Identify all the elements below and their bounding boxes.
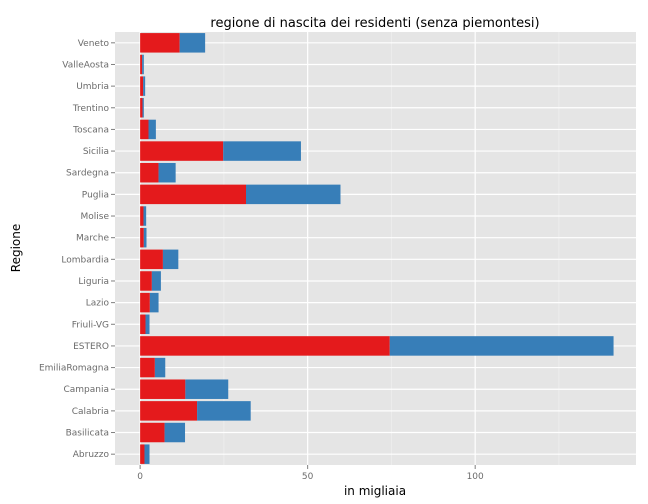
bar-segment-series-1 xyxy=(140,162,159,183)
y-tick-label: Umbria xyxy=(76,82,109,92)
bar-segment-series-2 xyxy=(145,314,150,335)
bar-segment-series-1 xyxy=(140,98,143,118)
y-tick-label: Campania xyxy=(63,385,109,395)
y-tick-label: Marche xyxy=(76,234,109,244)
y-tick-label: Molise xyxy=(81,212,110,222)
y-axis-title: Regione xyxy=(9,224,23,272)
bar-segment-series-2 xyxy=(143,206,147,226)
bar-segment-series-1 xyxy=(140,184,247,205)
tick-layer: 0 50 100 Veneto ValleAosta Umbria Trentino Tosc… xyxy=(39,39,484,482)
bar-segment-series-1 xyxy=(140,206,144,226)
bar-segment-series-2 xyxy=(149,292,159,313)
bar-segment-series-2 xyxy=(164,422,186,443)
y-tick-label: Basilicata xyxy=(66,429,109,439)
plot-panel xyxy=(115,32,636,465)
bar-segment-series-2 xyxy=(142,54,144,75)
y-tick-label: Puglia xyxy=(82,190,109,200)
bar-segment-series-1 xyxy=(140,227,144,248)
y-tick-label: Calabria xyxy=(72,407,109,417)
bar-segment-series-1 xyxy=(140,379,186,399)
y-tick-label: Abruzzo xyxy=(73,450,110,460)
bar-segment-series-1 xyxy=(140,119,149,140)
y-tick-label: Lazio xyxy=(86,299,110,309)
bar-segment-series-1 xyxy=(140,314,146,335)
bar-segment-series-2 xyxy=(179,33,206,53)
bar-segment-series-1 xyxy=(140,249,163,270)
bar-segment-series-1 xyxy=(140,76,144,96)
x-tick-label: 50 xyxy=(302,472,314,482)
bar-segment-series-1 xyxy=(140,336,390,356)
bar-segment-series-1 xyxy=(140,444,145,464)
bar-segment-series-1 xyxy=(140,33,180,53)
bar-segment-series-1 xyxy=(140,292,150,313)
bar-segment-series-2 xyxy=(143,227,147,248)
y-tick-label: Friuli-VG xyxy=(72,320,109,330)
bar-segment-series-2 xyxy=(158,162,176,183)
bar-segment-series-1 xyxy=(140,271,152,291)
bar-segment-series-1 xyxy=(140,401,198,421)
bar-segment-series-2 xyxy=(246,184,341,205)
bar-segment-series-2 xyxy=(142,98,144,118)
bar-segment-series-1 xyxy=(140,54,143,75)
y-tick-label: Trentino xyxy=(72,104,110,114)
y-tick-label: Toscana xyxy=(72,125,109,135)
bar-segment-series-2 xyxy=(197,401,251,421)
bar-layer xyxy=(140,33,614,464)
bar-segment-series-2 xyxy=(389,336,614,356)
y-tick-label: Liguria xyxy=(78,277,109,287)
y-tick-label: ESTERO xyxy=(73,342,109,352)
bar-segment-series-2 xyxy=(143,76,146,96)
bar-segment-series-2 xyxy=(162,249,179,270)
bar-segment-series-1 xyxy=(140,357,155,378)
y-tick-label: Lombardia xyxy=(61,255,109,265)
bar-segment-series-2 xyxy=(151,271,161,291)
bar-segment-series-2 xyxy=(185,379,229,399)
bar-segment-series-1 xyxy=(140,141,224,161)
bar-segment-series-2 xyxy=(223,141,301,161)
chart-title: regione di nascita dei residenti (senza … xyxy=(210,16,539,31)
y-tick-label: EmiliaRomagna xyxy=(39,364,109,374)
x-axis-title: in migliaia xyxy=(344,484,406,498)
bar-segment-series-1 xyxy=(140,422,165,443)
bar-segment-series-2 xyxy=(148,119,156,140)
y-tick-label: ValleAosta xyxy=(62,60,109,70)
y-tick-label: Veneto xyxy=(78,39,110,49)
bar-segment-series-2 xyxy=(154,357,166,378)
y-tick-label: Sardegna xyxy=(66,169,109,179)
bar-segment-series-2 xyxy=(144,444,150,464)
x-tick-label: 100 xyxy=(467,472,484,482)
x-tick-label: 0 xyxy=(137,472,143,482)
y-tick-label: Sicilia xyxy=(83,147,109,157)
